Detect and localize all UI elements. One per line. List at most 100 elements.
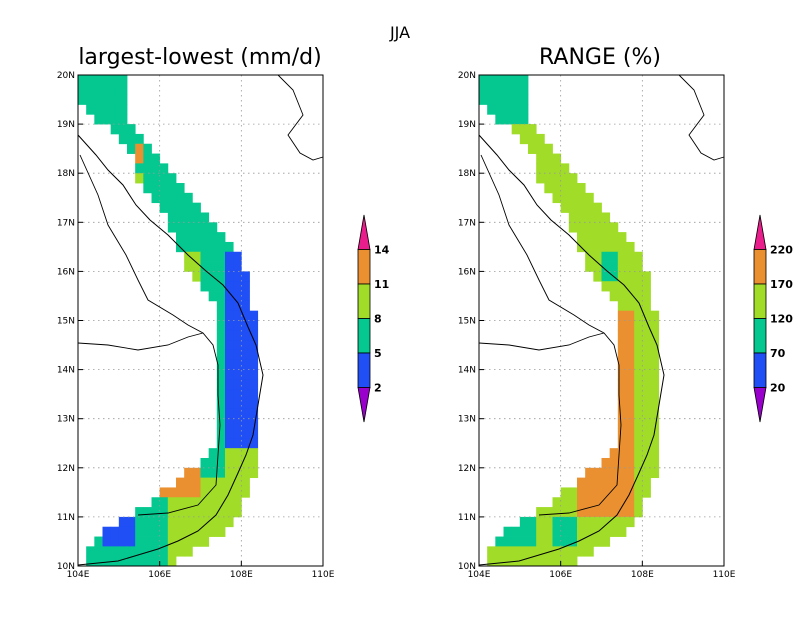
grid-cell <box>110 75 120 86</box>
grid-cell <box>552 153 562 164</box>
grid-cell <box>650 359 660 370</box>
grid-cell <box>511 94 521 105</box>
grid-cell <box>143 536 152 547</box>
grid-cell <box>233 330 242 341</box>
grid-cell <box>593 467 602 479</box>
grid-cell <box>249 438 259 449</box>
grid-cell <box>127 143 136 154</box>
grid-cell <box>626 408 635 420</box>
grid-cell <box>216 428 226 439</box>
grid-cell <box>626 300 635 312</box>
grid-cell <box>634 438 643 449</box>
grid-cell <box>609 507 619 518</box>
grid-cell <box>536 516 545 528</box>
grid-cell <box>593 212 602 223</box>
grid-cell <box>78 75 87 86</box>
grid-cell <box>184 507 193 518</box>
grid-cell <box>110 114 120 125</box>
grid-cell <box>617 281 627 292</box>
grid-cell <box>617 477 627 488</box>
grid-cell <box>601 271 611 282</box>
grid-cell <box>241 408 250 420</box>
grid-cell <box>650 369 660 380</box>
grid-cell <box>216 379 226 390</box>
grid-cell <box>249 340 259 351</box>
grid-cell <box>233 251 242 262</box>
colorbar-tick-label: 5 <box>374 347 382 360</box>
grid-cell <box>650 379 660 390</box>
grid-cell <box>110 536 120 547</box>
colorbar-tick-label: 2 <box>374 382 382 395</box>
grid-cell <box>642 281 651 292</box>
grid-cell <box>135 516 144 528</box>
colorbar-segment <box>357 249 371 285</box>
border-line <box>79 154 221 516</box>
grid-cell <box>241 281 250 292</box>
grid-cell <box>552 556 562 567</box>
coastline-north <box>277 74 324 161</box>
grid-cell <box>617 399 627 410</box>
grid-cell <box>536 173 545 184</box>
grid-cell <box>642 300 651 312</box>
grid-cell <box>216 281 226 292</box>
grid-cell <box>560 183 570 194</box>
colorbar-segment <box>753 318 767 354</box>
grid-cell <box>568 222 578 233</box>
grid-cell <box>642 428 651 439</box>
grid-cell <box>577 516 586 528</box>
figure-title: JJA <box>389 23 410 42</box>
grid-cell <box>216 291 226 302</box>
grid-cell <box>601 526 611 537</box>
grid-cell <box>225 379 234 390</box>
border-line <box>478 332 605 351</box>
grid-cell <box>167 192 177 204</box>
grid-cell <box>609 281 619 292</box>
grid-cell <box>159 516 169 528</box>
grid-cell <box>528 526 537 537</box>
grid-cell <box>241 359 250 370</box>
grid-cell <box>208 222 218 233</box>
coastline <box>77 134 264 566</box>
grid-cell <box>577 526 586 537</box>
grid-cell <box>167 497 177 508</box>
grid-cell <box>200 222 210 233</box>
grid-cell <box>519 526 529 537</box>
grid-cell <box>167 526 177 537</box>
grid-cell <box>601 536 611 547</box>
grid-cell <box>519 536 529 547</box>
grid-cell <box>249 457 259 469</box>
grid-cell <box>225 271 234 282</box>
grid-cell <box>216 261 226 272</box>
grid-cell <box>233 320 242 331</box>
grid-cell <box>585 232 594 243</box>
colorbar-segment <box>357 352 371 388</box>
grid-cell <box>249 369 259 380</box>
grid-cell <box>511 526 521 537</box>
grid-cell <box>495 546 504 557</box>
grid-cell <box>634 349 643 361</box>
grid-cell <box>135 526 144 537</box>
grid-cell <box>176 487 185 498</box>
grid-cell <box>642 291 651 302</box>
grid-cell <box>634 281 643 292</box>
grid-cell <box>609 467 619 479</box>
grid-cell <box>626 369 635 380</box>
grid-cell <box>642 340 651 351</box>
grid-cell <box>167 173 177 184</box>
grid-cell <box>208 448 218 459</box>
grid-cell <box>544 163 553 174</box>
grid-cell <box>601 516 611 528</box>
grid-cell <box>503 94 513 105</box>
grid-cell <box>225 330 234 341</box>
grid-cell <box>159 192 169 204</box>
grid-cell <box>233 497 242 508</box>
grid-cell <box>216 516 226 528</box>
grid-cell <box>151 556 161 567</box>
grid-cell <box>609 477 619 488</box>
grid-cell <box>249 379 259 390</box>
grid-cell <box>200 467 210 479</box>
colorbar-tick-label: 8 <box>374 313 382 326</box>
grid-cell <box>159 163 169 174</box>
grid-cell <box>216 241 226 253</box>
grid-cell <box>233 300 242 312</box>
